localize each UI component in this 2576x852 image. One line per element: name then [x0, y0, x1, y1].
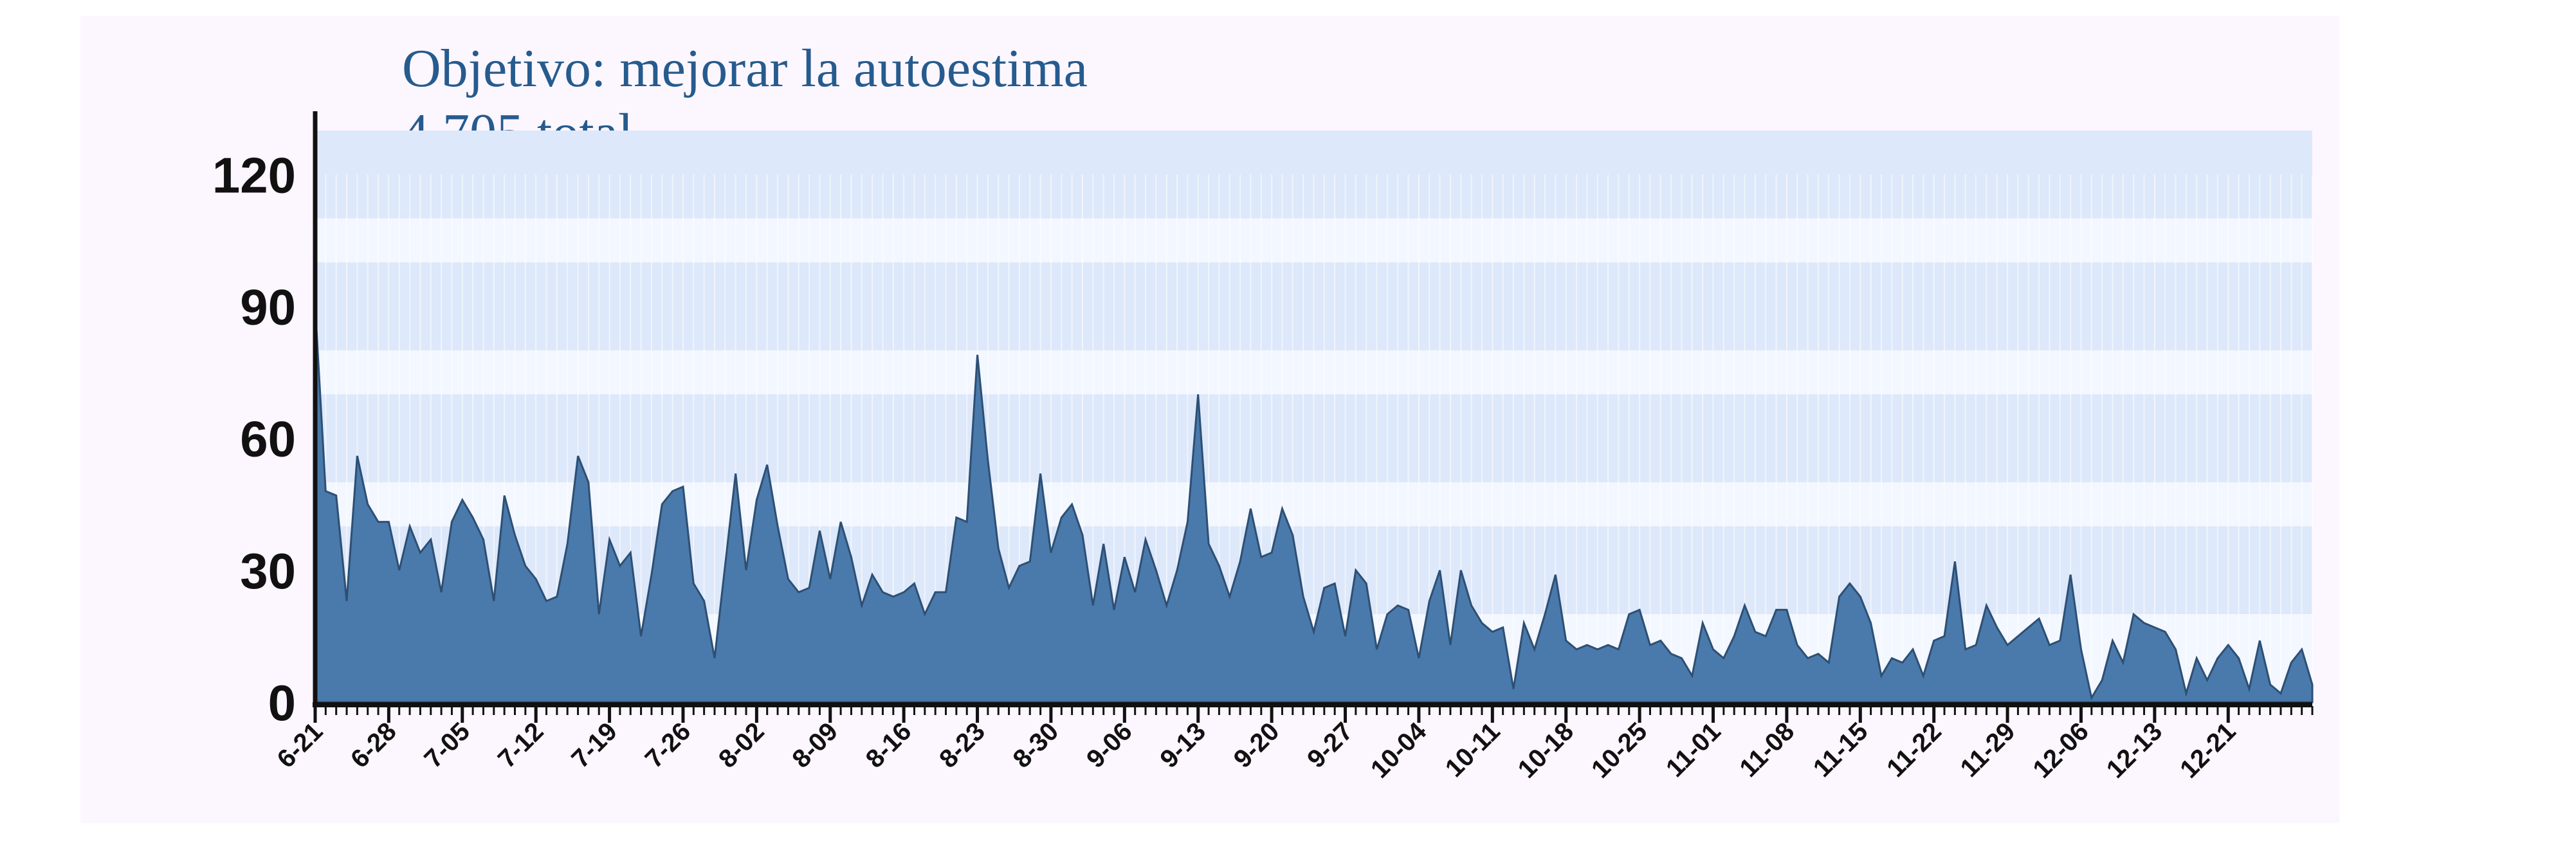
y-tick-label: 0 [268, 675, 296, 731]
x-tick-label: 8-02 [713, 717, 770, 774]
x-tick-label: 6-28 [345, 717, 402, 774]
x-tick-label: 11-08 [1734, 717, 1800, 783]
x-tick-label: 7-12 [493, 717, 549, 774]
x-axis-ticks: 6-21 6-28 7-05 7-12 7-19 7-26 8-02 8-09 8-16 8-23… [272, 717, 2242, 784]
area-series-fill [314, 306, 2314, 703]
chart-title: Objetivo: mejorar la autoestima [402, 39, 1088, 98]
x-tick-label: 10-25 [1586, 717, 1652, 783]
x-tick-label: 9-20 [1229, 717, 1285, 774]
x-tick-label: 9-27 [1302, 717, 1358, 774]
y-tick-label: 60 [240, 411, 296, 467]
x-tick-label: 10-11 [1440, 717, 1506, 783]
chart-panel: Objetivo: mejorar la autoestima 4,705 to… [80, 16, 2339, 823]
x-tick-label: 8-09 [787, 717, 843, 774]
y-axis-ticks: 0 30 60 90 120 [212, 147, 296, 731]
x-tick-label: 7-19 [566, 717, 623, 774]
x-tick-label: 9-13 [1155, 717, 1211, 774]
x-tick-label: 11-29 [1955, 717, 2021, 783]
x-tick-label: 7-26 [640, 717, 697, 774]
x-tick-label: 11-01 [1661, 717, 1726, 783]
x-tick-label: 12-06 [2027, 717, 2094, 783]
x-tick-label: 12-21 [2175, 717, 2241, 783]
x-tick-label: 9-06 [1081, 717, 1138, 774]
axes [313, 111, 2314, 723]
area-series [314, 306, 2314, 703]
x-tick-label: 11-22 [1881, 717, 1947, 783]
x-tick-label: 10-04 [1366, 717, 1432, 784]
x-tick-label: 8-16 [861, 717, 917, 774]
y-tick-label: 30 [240, 543, 296, 599]
x-tick-label: 10-18 [1513, 717, 1579, 783]
x-tick-label: 8-23 [934, 717, 991, 774]
y-tick-label: 120 [212, 147, 296, 203]
x-tick-label: 12-13 [2101, 717, 2168, 783]
x-tick-label: 11-15 [1808, 717, 1874, 783]
x-tick-label: 7-05 [419, 717, 475, 774]
y-tick-label: 90 [240, 279, 296, 336]
x-tick-label: 8-30 [1008, 717, 1064, 774]
